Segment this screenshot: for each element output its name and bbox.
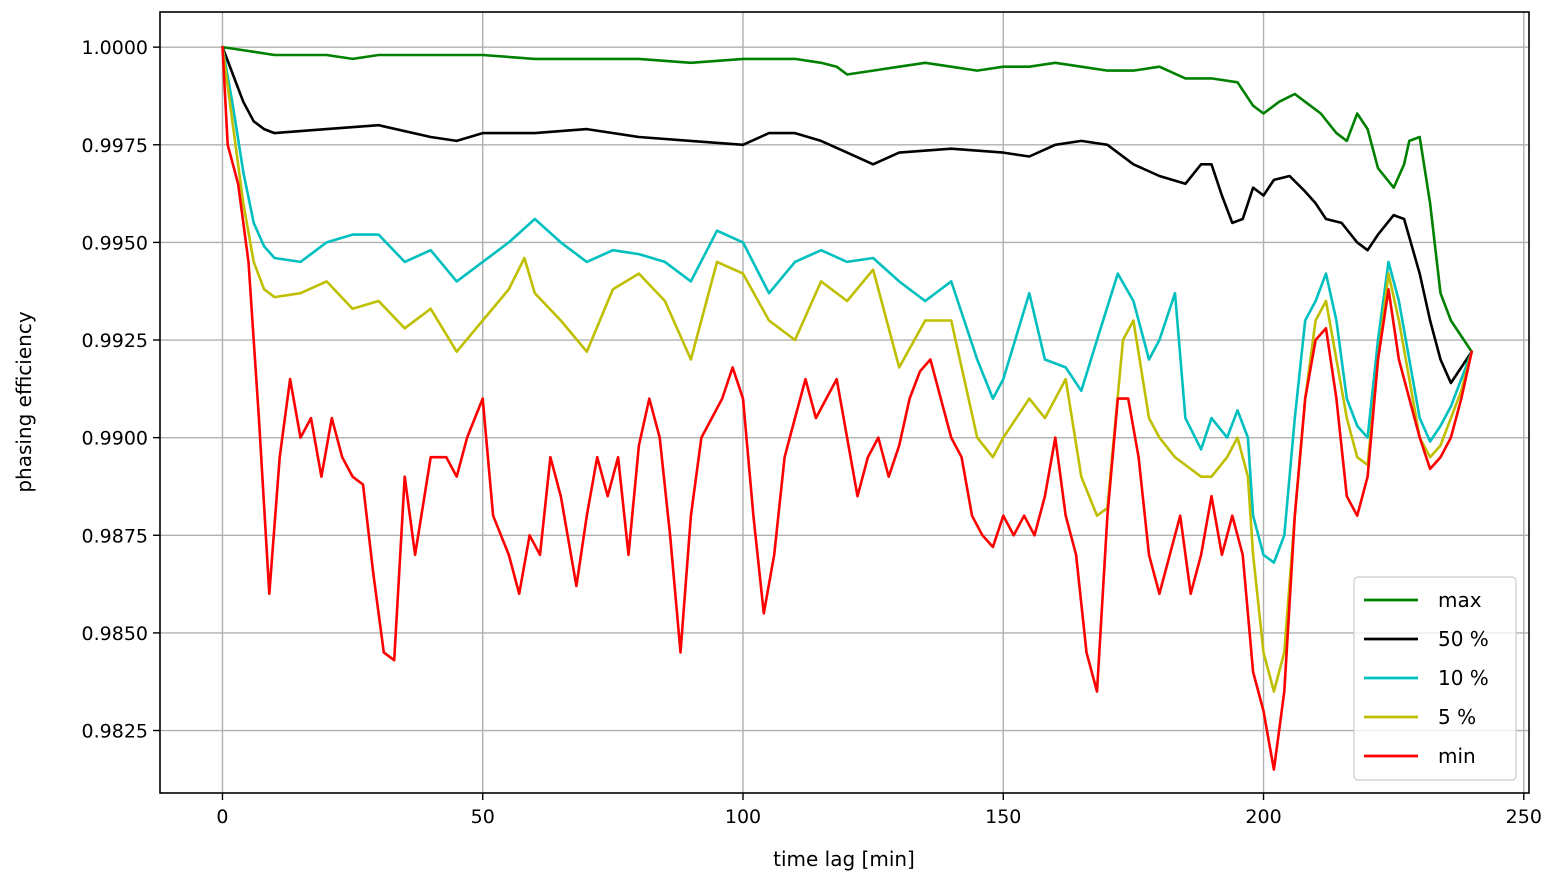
x-tick-label: 200 bbox=[1245, 806, 1281, 828]
legend-label-10: 10 % bbox=[1438, 666, 1489, 690]
x-tick-label: 150 bbox=[985, 806, 1021, 828]
legend-label-50: 50 % bbox=[1438, 627, 1489, 651]
legend: max 50 % 10 % 5 % min bbox=[1354, 577, 1516, 780]
series-line-max bbox=[223, 47, 1472, 352]
series-line-5 bbox=[223, 47, 1472, 691]
x-tick-label: 50 bbox=[471, 806, 495, 828]
plot-frame bbox=[160, 12, 1529, 793]
y-tick-label: 0.9925 bbox=[82, 330, 148, 352]
grid bbox=[160, 12, 1529, 793]
y-axis-ticks: 0.9825 0.9850 0.9875 0.9900 0.9925 0.9950 0.99… bbox=[82, 37, 160, 742]
x-tick-label: 100 bbox=[725, 806, 761, 828]
y-tick-label: 1.0000 bbox=[82, 37, 148, 59]
x-axis-ticks: 0 50 100 150 200 250 bbox=[216, 793, 1542, 828]
y-tick-label: 0.9825 bbox=[82, 721, 148, 743]
x-tick-label: 250 bbox=[1506, 806, 1542, 828]
legend-label-min: min bbox=[1438, 744, 1476, 768]
y-tick-label: 0.9900 bbox=[82, 428, 148, 450]
legend-label-max: max bbox=[1438, 588, 1482, 612]
legend-label-5: 5 % bbox=[1438, 705, 1476, 729]
y-tick-label: 0.9950 bbox=[82, 232, 148, 254]
series-line-10 bbox=[223, 47, 1472, 563]
x-axis-label: time lag [min] bbox=[773, 847, 915, 871]
y-tick-label: 0.9975 bbox=[82, 135, 148, 157]
series-lines bbox=[223, 47, 1472, 770]
x-tick-label: 0 bbox=[216, 806, 228, 828]
y-tick-label: 0.9875 bbox=[82, 525, 148, 547]
series-line-min bbox=[223, 47, 1472, 770]
y-tick-label: 0.9850 bbox=[82, 623, 148, 645]
series-line-50 bbox=[223, 47, 1472, 383]
y-axis-label: phasing efficiency bbox=[12, 311, 36, 493]
